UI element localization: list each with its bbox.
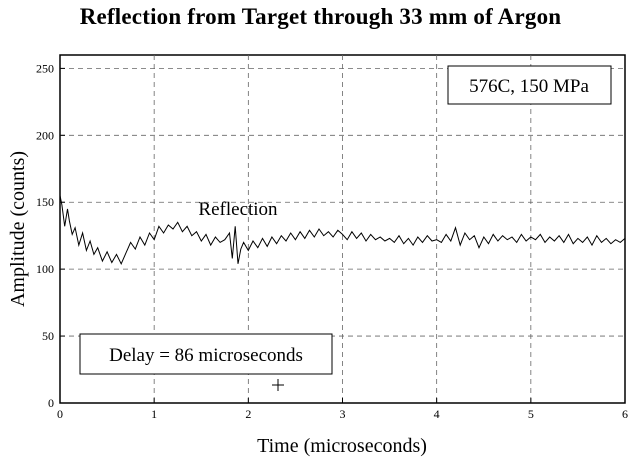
y-tick-label: 100: [36, 262, 54, 276]
condition-label: 576C, 150 MPa: [469, 76, 589, 97]
y-tick-label: 200: [36, 128, 54, 142]
y-tick-label: 250: [36, 61, 54, 75]
reflection-label: Reflection: [198, 199, 278, 220]
series-line: [59, 195, 626, 265]
delay-label: Delay = 86 microseconds: [109, 345, 303, 366]
x-tick-label: 1: [151, 407, 157, 421]
y-tick-label: 50: [42, 329, 54, 343]
x-tick-label: 2: [245, 407, 251, 421]
condition-box: [447, 65, 612, 105]
x-axis-label: Time (microseconds): [257, 435, 427, 457]
chart-title: Reflection from Target through 33 mm of …: [79, 4, 562, 29]
y-tick-label: 0: [48, 396, 54, 410]
x-tick-labels: 0 1 2 3 4 5 6: [57, 407, 628, 421]
y-tick-labels: 0 50 100 150 200 250: [36, 61, 54, 410]
delay-box: [79, 333, 333, 375]
axis-ticks: [59, 67, 626, 404]
y-tick-label: 150: [36, 195, 54, 209]
x-tick-label: 6: [622, 407, 628, 421]
x-tick-label: 5: [528, 407, 534, 421]
cursor-crosshair: [272, 379, 284, 391]
x-tick-label: 3: [340, 407, 346, 421]
y-axis-label: Amplitude (counts): [7, 151, 29, 307]
x-tick-label: 4: [434, 407, 440, 421]
x-tick-label: 0: [57, 407, 63, 421]
